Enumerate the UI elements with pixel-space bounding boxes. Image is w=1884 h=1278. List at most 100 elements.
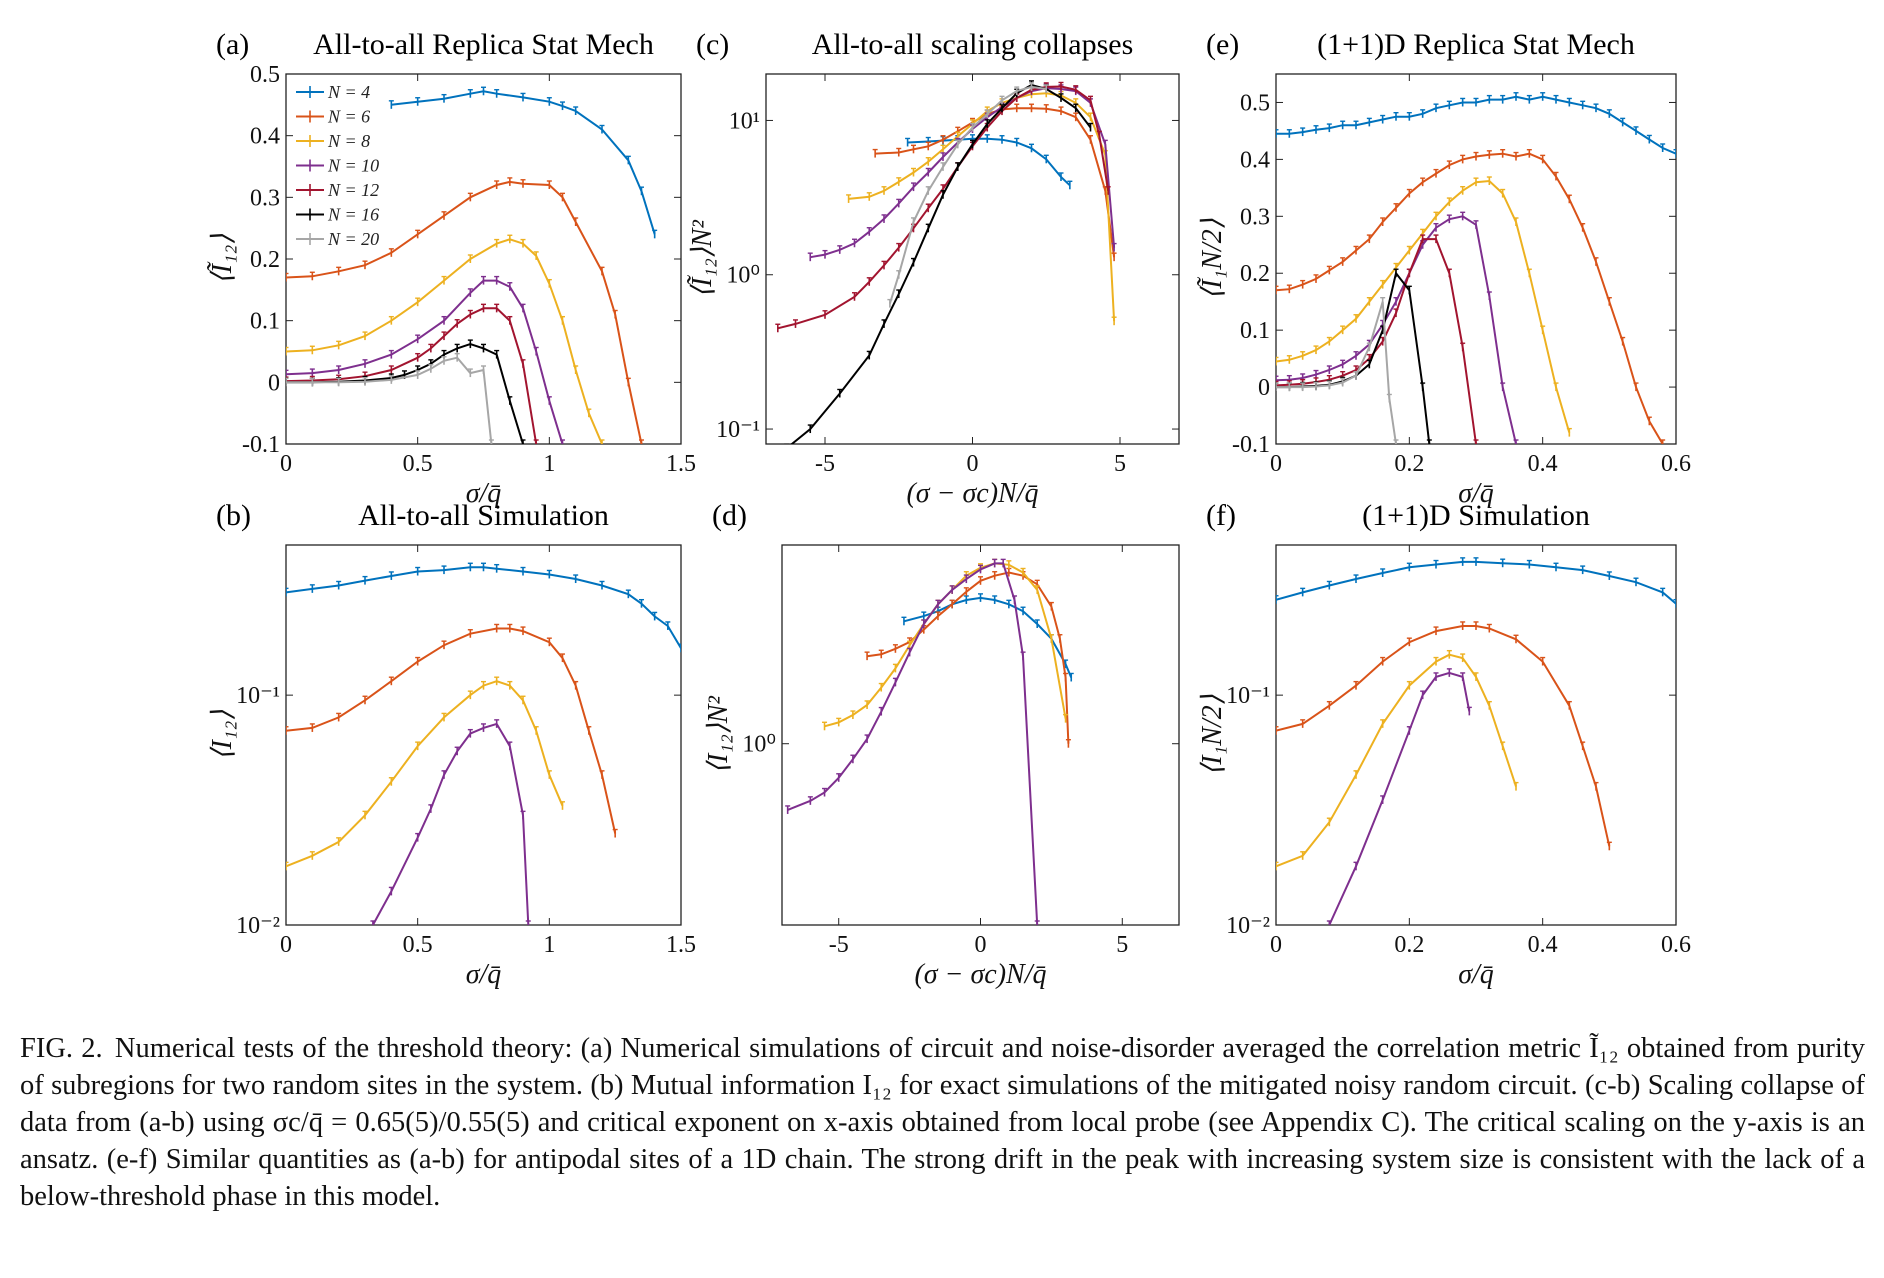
y-tick-label: 0.2 xyxy=(250,247,280,273)
legend-entry: N = 4 xyxy=(327,82,370,102)
y-tick-label: 0.4 xyxy=(1240,147,1270,173)
plot-area xyxy=(286,86,658,444)
y-tick-label: 0.5 xyxy=(250,62,280,88)
figure-caption: FIG. 2. Numerical tests of the threshold… xyxy=(20,1030,1865,1215)
axes-frame xyxy=(1275,544,1677,926)
x-tick-label: 0.6 xyxy=(1661,932,1691,958)
axes-frame xyxy=(1275,73,1677,445)
x-tick-label: 1 xyxy=(543,932,555,958)
x-tick-label: 0 xyxy=(975,932,987,958)
series-line-N20 xyxy=(888,85,1047,304)
y-tick-label: 10⁻¹ xyxy=(236,683,280,709)
y-tick-label: 10⁰ xyxy=(742,732,776,758)
x-tick-label: 1.5 xyxy=(666,932,696,958)
axes-frame xyxy=(285,544,682,926)
x-tick-label: 0 xyxy=(1270,932,1282,958)
panel-letter: (f) xyxy=(1206,499,1236,532)
x-axis-label: σ/q̄ xyxy=(466,959,502,990)
axes-frame xyxy=(285,73,682,445)
plot-area xyxy=(785,558,1074,925)
panel-title: All-to-all Replica Stat Mech xyxy=(313,28,654,61)
legend-entry: N = 6 xyxy=(327,107,370,127)
y-tick-label: 0.1 xyxy=(250,309,280,335)
series-line-N12 xyxy=(1276,238,1477,444)
x-tick-label: 0.4 xyxy=(1528,451,1558,477)
series-line-N6 xyxy=(1276,152,1664,444)
y-tick-label: 0.1 xyxy=(1240,318,1270,344)
figure-panels: (a) All-to-all Replica Stat Mech 0 0.5 1 1.5 -… xyxy=(207,28,1691,990)
x-tick-label: 1.5 xyxy=(666,451,696,477)
x-tick-label: 0.2 xyxy=(1394,932,1424,958)
plot-area xyxy=(775,80,1117,444)
plot-area xyxy=(1276,92,1676,444)
y-axis-label: ⟨Ĩ₁₂⟩ xyxy=(207,234,238,285)
x-tick-label: -5 xyxy=(829,932,849,958)
y-tick-label: 10⁻² xyxy=(1226,913,1270,939)
panel-b: (b) All-to-all Simulation 0 0.5 1 1.5 10⁻² 10⁻¹… xyxy=(207,499,696,990)
y-tick-label: 0.3 xyxy=(250,185,280,211)
series-line-N20 xyxy=(286,356,493,444)
series-line-N4 xyxy=(391,90,656,235)
x-tick-label: 0 xyxy=(1270,451,1282,477)
panel-f: (f) (1+1)D Simulation 0 0.2 0.4 0.6 10⁻² 10⁻¹ σ/… xyxy=(1197,499,1691,990)
y-tick-label: 0.2 xyxy=(1240,261,1270,287)
panel-letter: (b) xyxy=(216,499,251,532)
panel-d: (d) -5 0 5 10⁰ (σ − σc)N/q̄ ⟨I₁₂⟩N² xyxy=(703,499,1180,990)
plot-area xyxy=(286,562,681,925)
x-tick-label: -5 xyxy=(815,451,835,477)
y-tick-label: -0.1 xyxy=(1232,432,1270,458)
y-tick-label: 0.3 xyxy=(1240,204,1270,230)
axes-frame xyxy=(781,544,1180,926)
x-tick-label: 0.2 xyxy=(1394,451,1424,477)
x-tick-label: 0.5 xyxy=(403,932,433,958)
y-tick-label: 0 xyxy=(1258,375,1270,401)
panel-title: (1+1)D Replica Stat Mech xyxy=(1317,28,1635,61)
x-axis-label: σ/q̄ xyxy=(1458,959,1494,990)
y-tick-label: -0.1 xyxy=(242,432,280,458)
legend-entry: N = 8 xyxy=(327,131,370,151)
x-tick-label: 0 xyxy=(280,451,292,477)
y-axis-label: ⟨Ĩ₁N/2⟩ xyxy=(1197,218,1228,299)
legend-entry: N = 16 xyxy=(327,205,379,225)
panel-letter: (e) xyxy=(1206,28,1239,61)
y-axis-label: ⟨I₁N/2⟩ xyxy=(1197,694,1228,775)
figure-caption-text: Numerical tests of the threshold theory:… xyxy=(20,1033,1865,1212)
y-axis-label: ⟨I₁₂⟩ xyxy=(207,710,238,761)
panel-c: (c) All-to-all scaling collapses -5 0 5 10⁻¹ 1… xyxy=(687,28,1180,509)
x-tick-label: 0.6 xyxy=(1661,451,1691,477)
y-tick-label: 0 xyxy=(268,370,280,396)
y-tick-label: 10⁻² xyxy=(236,913,280,939)
x-tick-label: 0 xyxy=(967,451,979,477)
y-tick-label: 10⁻¹ xyxy=(716,417,760,443)
y-tick-label: 0.5 xyxy=(1240,90,1270,116)
x-tick-label: 0 xyxy=(280,932,292,958)
x-axis-label: (σ − σc)N/q̄ xyxy=(914,959,1046,990)
y-tick-label: 0.4 xyxy=(250,124,280,150)
series-line-N6 xyxy=(1276,625,1611,847)
legend-entry: N = 10 xyxy=(327,156,379,176)
y-tick-label: 10⁰ xyxy=(726,263,760,289)
x-tick-label: 1 xyxy=(543,451,555,477)
x-tick-label: 5 xyxy=(1116,932,1128,958)
y-axis-label: ⟨I₁₂⟩N² xyxy=(703,696,734,774)
panel-a: (a) All-to-all Replica Stat Mech 0 0.5 1 1.5 -… xyxy=(207,28,696,509)
plot-area xyxy=(1276,557,1676,925)
y-tick-label: 10¹ xyxy=(729,108,760,134)
series-line-N10 xyxy=(372,722,530,925)
panel-letter: (a) xyxy=(216,28,249,61)
y-tick-label: 10⁻¹ xyxy=(1226,683,1270,709)
panel-letter: (c) xyxy=(696,28,729,61)
x-axis-label: σ/q̄ xyxy=(1458,478,1494,509)
y-axis-label: ⟨Ĩ₁₂⟩N² xyxy=(687,220,718,298)
panel-e: (e) (1+1)D Replica Stat Mech 0 0.2 0.4 0.6 -0.… xyxy=(1197,28,1691,509)
panel-letter: (d) xyxy=(712,499,747,532)
x-axis-label: (σ − σc)N/q̄ xyxy=(906,478,1038,509)
x-axis-label: σ/q̄ xyxy=(466,478,502,509)
series-line-N6 xyxy=(286,180,643,444)
legend-entry: N = 20 xyxy=(327,229,379,249)
x-tick-label: 0.4 xyxy=(1528,932,1558,958)
x-tick-label: 5 xyxy=(1114,451,1126,477)
legend-entry: N = 12 xyxy=(327,180,379,200)
panel-title: (1+1)D Simulation xyxy=(1362,499,1590,532)
figure-label: FIG. 2. xyxy=(20,1033,103,1064)
